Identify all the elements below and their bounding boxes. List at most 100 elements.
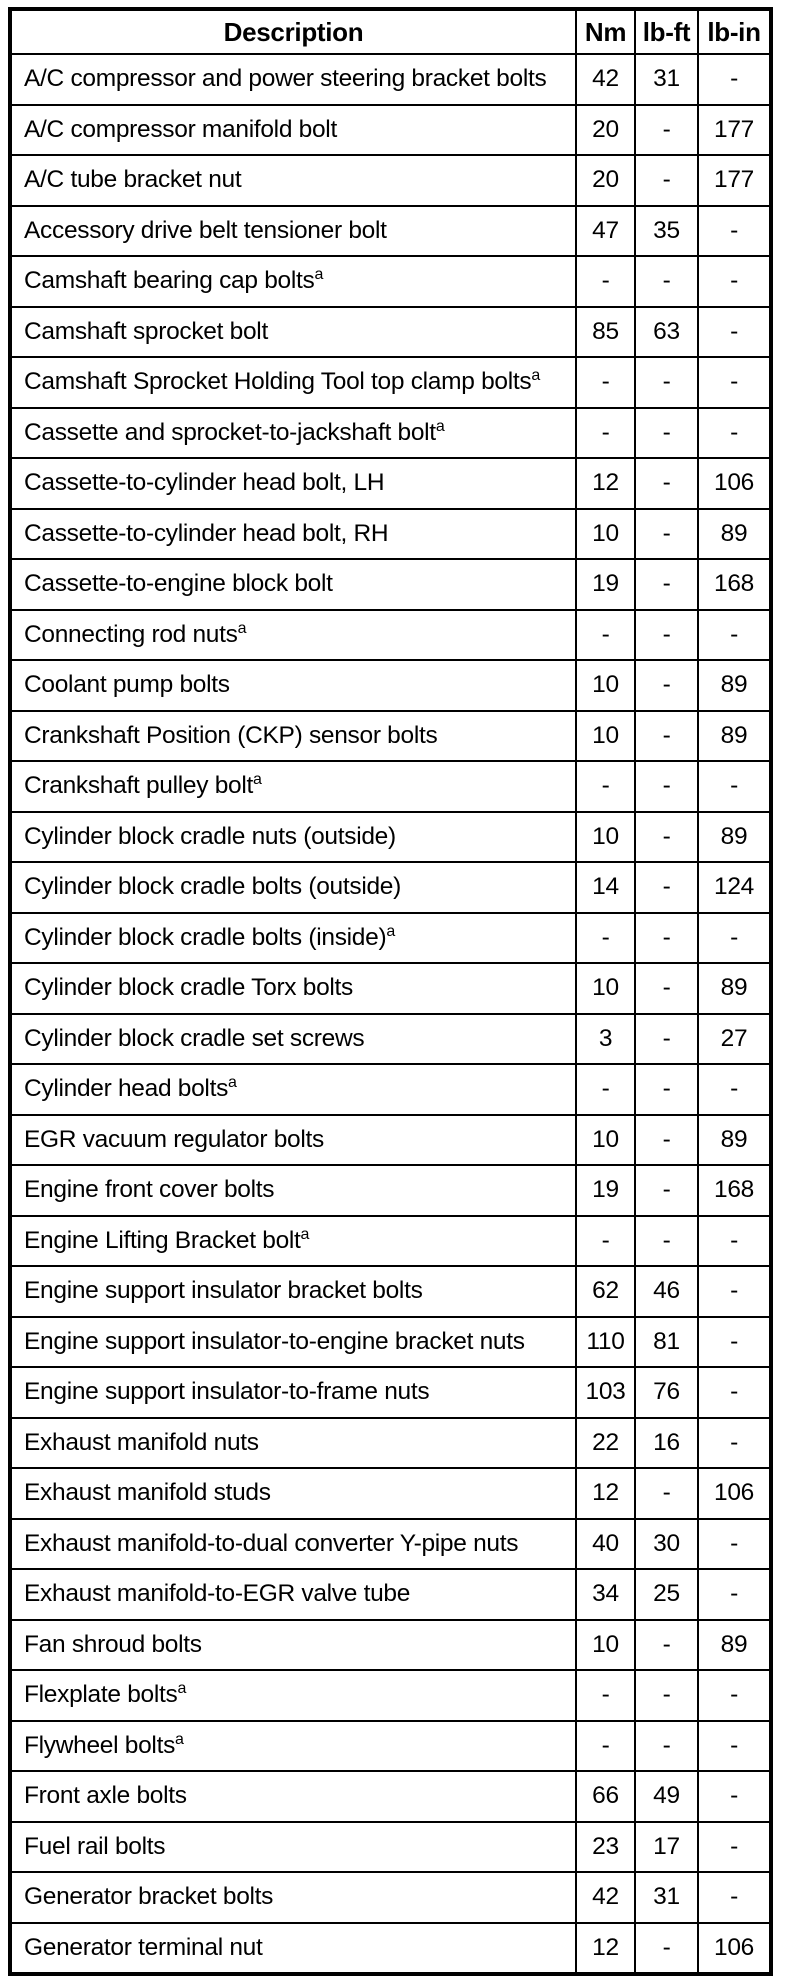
table-body: A/C compressor and power steering bracke…: [9, 53, 772, 1975]
nm-cell: -: [575, 1669, 636, 1722]
lbin-cell: -: [697, 1669, 772, 1722]
nm-cell: 34: [575, 1568, 636, 1621]
lbft-cell: -: [634, 760, 699, 813]
description-cell: Coolant pump bolts: [9, 659, 577, 712]
lbin-cell: -: [697, 406, 772, 459]
lbin-cell: -: [697, 1568, 772, 1621]
description-cell: Cylinder block cradle Torx bolts: [9, 962, 577, 1015]
description-cell: Engine front cover bolts: [9, 1164, 577, 1217]
table-row: Exhaust manifold studs 12-106: [9, 1467, 772, 1520]
description-text: Engine support insulator-to-engine brack…: [24, 1327, 525, 1355]
nm-cell: 10: [575, 507, 636, 560]
lbft-cell: -: [634, 1214, 699, 1267]
nm-cell: -: [575, 1214, 636, 1267]
nm-cell: -: [575, 356, 636, 409]
description-cell: Front axle bolts: [9, 1770, 577, 1823]
nm-cell: 20: [575, 154, 636, 207]
description-text: Cylinder block cradle set screws: [24, 1024, 365, 1052]
description-text: Cassette-to-cylinder head bolt, RH: [24, 519, 389, 547]
table-row: Camshaft bearing cap boltsa - - -: [9, 255, 772, 308]
description-text: A/C tube bracket nut: [24, 166, 242, 194]
lbin-cell: 89: [697, 1618, 772, 1671]
description-text: Exhaust manifold-to-dual converter Y-pip…: [24, 1529, 519, 1557]
table-row: Exhaust manifold nuts 22 16-: [9, 1416, 772, 1469]
footnote-marker: a: [300, 1225, 310, 1243]
table-row: Engine support insulator-to-frame nuts 10…: [9, 1366, 772, 1419]
description-cell: Exhaust manifold studs: [9, 1467, 577, 1520]
lbft-cell: -: [634, 1063, 699, 1116]
lbft-cell: 17: [634, 1820, 699, 1873]
lbft-cell: 49: [634, 1770, 699, 1823]
lbin-cell: -: [697, 1063, 772, 1116]
nm-cell: 20: [575, 103, 636, 156]
lbft-cell: 63: [634, 305, 699, 358]
table-row: Cylinder head boltsa - - -: [9, 1063, 772, 1116]
lbin-cell: -: [697, 1517, 772, 1570]
description-text: Coolant pump bolts: [24, 671, 230, 699]
description-cell: Cassette-to-engine block bolt: [9, 558, 577, 611]
table-row: Generator terminal nut 12-106: [9, 1921, 772, 1975]
description-cell: A/C tube bracket nut: [9, 154, 577, 207]
lbin-cell: 89: [697, 507, 772, 560]
description-text: Engine front cover bolts: [24, 1176, 275, 1204]
lbft-cell: -: [634, 1164, 699, 1217]
lbin-cell: -: [697, 305, 772, 358]
nm-cell: 23: [575, 1820, 636, 1873]
lbft-cell: -: [634, 659, 699, 712]
nm-cell: 19: [575, 558, 636, 611]
description-text: Engine support insulator-to-frame nuts: [24, 1378, 430, 1406]
nm-cell: 10: [575, 1618, 636, 1671]
column-header-nm: Nm: [575, 8, 636, 55]
description-cell: Engine Lifting Bracket bolta: [9, 1214, 577, 1267]
lbin-cell: 177: [697, 154, 772, 207]
lbft-cell: 31: [634, 53, 699, 106]
description-cell: Crankshaft pulley bolta: [9, 760, 577, 813]
lbft-cell: -: [634, 810, 699, 863]
footnote-marker: a: [531, 367, 541, 385]
lbin-cell: -: [697, 1719, 772, 1772]
lbin-cell: 89: [697, 659, 772, 712]
lbin-cell: -: [697, 356, 772, 409]
table-row: Fuel rail bolts 23 17-: [9, 1820, 772, 1873]
description-cell: Cassette-to-cylinder head bolt, RH: [9, 507, 577, 560]
nm-cell: -: [575, 1063, 636, 1116]
description-text: Camshaft bearing cap bolts: [24, 267, 315, 295]
nm-cell: 10: [575, 659, 636, 712]
lbin-cell: -: [697, 1770, 772, 1823]
description-text: Crankshaft Position (CKP) sensor bolts: [24, 721, 438, 749]
table-row: Cylinder block cradle set screws 3-27: [9, 1012, 772, 1065]
description-text: Connecting rod nuts: [24, 620, 238, 648]
footnote-marker: a: [386, 922, 396, 940]
lbft-cell: -: [634, 1719, 699, 1772]
lbin-cell: -: [697, 204, 772, 257]
description-text: Exhaust manifold-to-EGR valve tube: [24, 1580, 411, 1608]
description-cell: A/C compressor manifold bolt: [9, 103, 577, 156]
footnote-marker: a: [175, 1730, 184, 1748]
description-text: Camshaft sprocket bolt: [24, 317, 268, 345]
description-text: A/C compressor and power steering bracke…: [24, 65, 547, 93]
lbft-cell: 31: [634, 1871, 699, 1924]
nm-cell: -: [575, 911, 636, 964]
lbft-cell: -: [634, 962, 699, 1015]
description-text: Exhaust manifold nuts: [24, 1428, 259, 1456]
description-text: Cassette-to-engine block bolt: [24, 570, 333, 598]
description-text: Generator bracket bolts: [24, 1883, 274, 1911]
description-cell: Cassette and sprocket-to-jackshaft bolta: [9, 406, 577, 459]
nm-cell: 10: [575, 1113, 636, 1166]
nm-cell: 85: [575, 305, 636, 358]
lbft-cell: -: [634, 103, 699, 156]
table-row: Coolant pump bolts 10-89: [9, 659, 772, 712]
description-cell: Cylinder block cradle nuts (outside): [9, 810, 577, 863]
table-row: Front axle bolts 66 49-: [9, 1770, 772, 1823]
description-cell: Crankshaft Position (CKP) sensor bolts: [9, 709, 577, 762]
lbft-cell: -: [634, 608, 699, 661]
lbin-cell: 177: [697, 103, 772, 156]
lbin-cell: 89: [697, 1113, 772, 1166]
description-cell: Cylinder block cradle bolts (outside): [9, 861, 577, 914]
description-cell: Fuel rail bolts: [9, 1820, 577, 1873]
lbin-cell: 168: [697, 558, 772, 611]
description-cell: Accessory drive belt tensioner bolt: [9, 204, 577, 257]
table-row: Cylinder block cradle bolts (inside)a - - -: [9, 911, 772, 964]
lbin-cell: 106: [697, 1467, 772, 1520]
description-cell: A/C compressor and power steering bracke…: [9, 53, 577, 106]
